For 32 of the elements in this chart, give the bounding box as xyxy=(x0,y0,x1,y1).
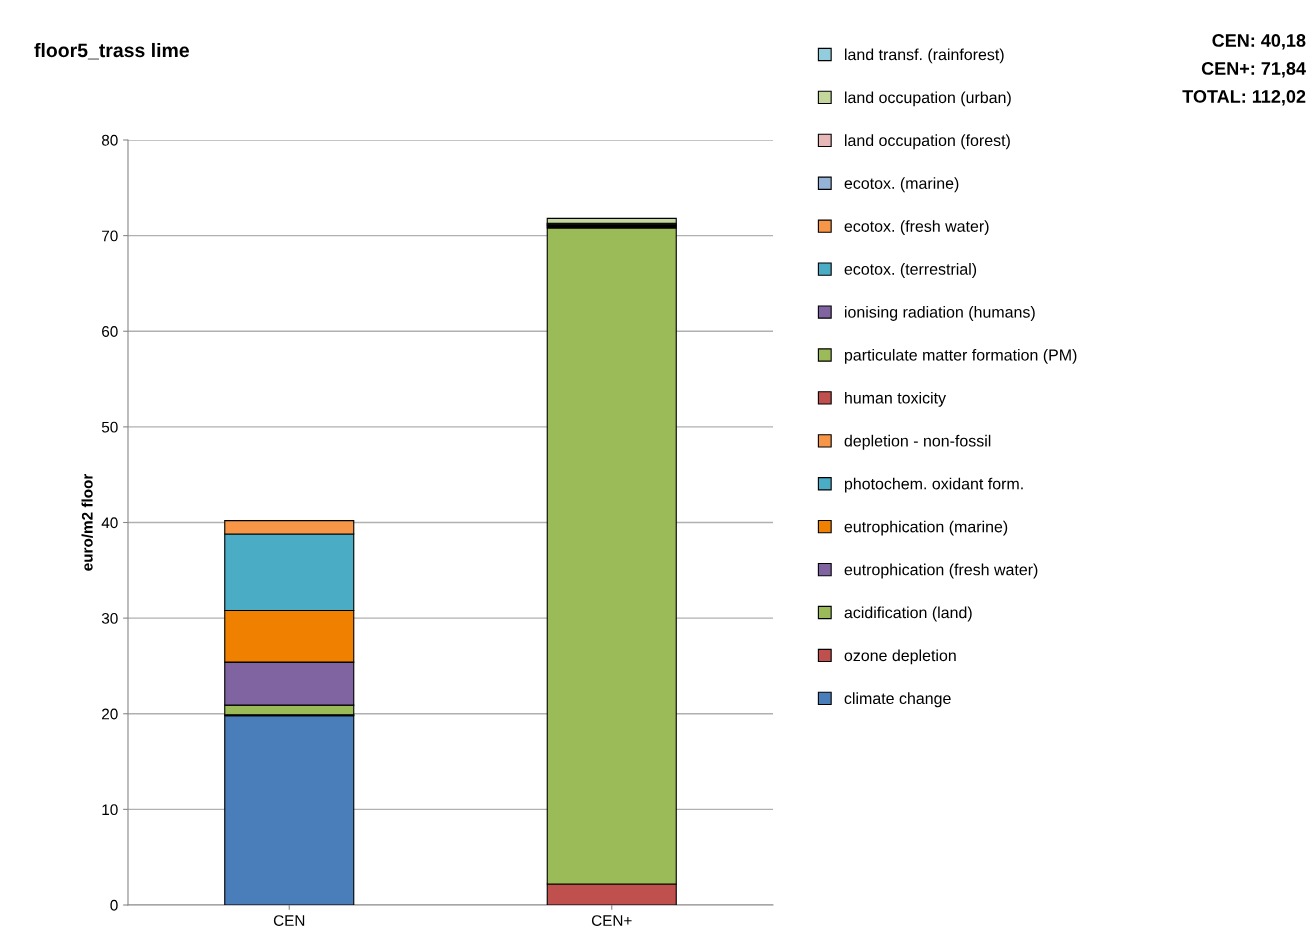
legend-label: eutrophication (marine) xyxy=(844,520,1008,536)
legend-label: photochem. oxidant form. xyxy=(844,477,1023,493)
legend-label: ecotox. (terrestrial) xyxy=(844,263,977,278)
legend-label: land occupation (forest) xyxy=(845,134,1010,150)
y-axis-title: euro/m2 floor xyxy=(81,473,93,571)
y-tick-label: 80 xyxy=(101,134,118,146)
text: CEN: 40,18 xyxy=(1212,34,1306,50)
legend-label: particulate matter formation (PM) xyxy=(844,348,1077,364)
legend-label: acidification (land) xyxy=(844,606,972,622)
x-tick-label: CEN+ xyxy=(591,915,632,926)
x-tick-label: CEN xyxy=(273,915,305,926)
legend-label: ecotox. (fresh water) xyxy=(844,220,989,236)
chart-title: floor5_trass lime xyxy=(34,42,189,60)
legend-label: climate change xyxy=(844,692,951,708)
legend-label: land occupation (urban) xyxy=(845,91,1011,107)
y-tick-label: 20 xyxy=(102,708,118,720)
legend-label: land transf. (rainforest) xyxy=(845,48,1004,64)
text: CEN+: 71,84 xyxy=(1201,62,1306,78)
y-tick-label: 60 xyxy=(102,326,118,337)
text: TOTAL: 112,02 xyxy=(1182,90,1306,106)
legend-label: ozone depletion xyxy=(844,649,956,665)
y-tick-label: 50 xyxy=(101,421,118,433)
y-tick-label: 10 xyxy=(102,804,118,816)
legend-label: human toxicity xyxy=(845,391,946,407)
legend-label: ionising radiation (humans) xyxy=(845,306,1035,321)
legend-label: eutrophication (fresh water) xyxy=(844,563,1038,579)
y-tick-label: 0 xyxy=(110,899,118,911)
y-tick-label: 40 xyxy=(101,517,118,529)
y-tick-label: 70 xyxy=(102,230,118,242)
legend-label: depletion - non-fossil xyxy=(844,434,991,450)
legend-label: ecotox. (marine) xyxy=(844,177,959,193)
y-tick-label: 30 xyxy=(101,612,118,624)
